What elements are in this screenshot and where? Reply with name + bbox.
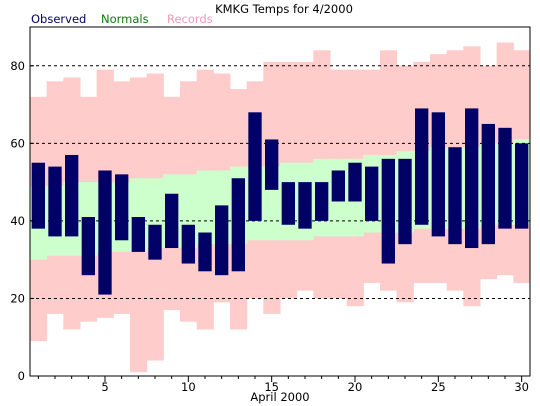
axes: 0 20 40 60 80 5 10 15 20 25 30 [10, 59, 529, 394]
observed-bar [115, 174, 129, 241]
plot-frame [29, 26, 531, 377]
observed-bar [248, 112, 262, 221]
x-tick-label: 10 [181, 380, 196, 394]
observed-bar [415, 108, 429, 225]
observed-bar [215, 205, 229, 276]
observed-bar [131, 217, 145, 252]
observed-bar [365, 166, 379, 221]
x-tick-label: 15 [264, 380, 279, 394]
y-tick-label: 40 [10, 214, 25, 228]
legend-observed: Observed [31, 12, 86, 26]
legend-normals: Normals [101, 12, 149, 26]
observed-bar [298, 182, 312, 229]
y-tick-label: 80 [10, 59, 25, 73]
observed-bar [448, 147, 462, 245]
y-tick-label: 20 [10, 291, 25, 305]
y-tick-label: 60 [10, 136, 25, 150]
observed-bar [515, 143, 529, 229]
observed-bar [98, 170, 112, 295]
y-tick-label: 0 [18, 369, 25, 383]
observed-bar [381, 158, 395, 264]
observed-bar [231, 178, 245, 272]
chart-title: KMKG Temps for 4/2000 [215, 2, 353, 16]
observed-bar [398, 158, 412, 245]
observed-bar [31, 162, 45, 229]
observed-bar [265, 139, 279, 190]
gridlines [30, 65, 530, 299]
observed-bar [498, 127, 512, 229]
x-tick-label: 30 [514, 380, 529, 394]
observed-bar [431, 112, 445, 237]
observed-bar [148, 224, 162, 260]
normal-range-bar [196, 170, 214, 245]
observed-bar [48, 166, 62, 237]
observed-bar [81, 217, 95, 276]
observed-bar [481, 123, 495, 245]
observed-bar [181, 224, 195, 264]
observed-bar [465, 108, 479, 249]
observed-bar [281, 182, 295, 225]
legend-records: Records [167, 12, 213, 26]
x-tick-label: 25 [431, 380, 446, 394]
x-tick-label: 20 [348, 380, 363, 394]
observed-bar [315, 182, 329, 221]
observed-bar [165, 193, 179, 249]
observed-bars [31, 108, 529, 295]
observed-bar [348, 162, 362, 202]
x-tick-label: 5 [101, 380, 108, 394]
x-axis-label: April 2000 [250, 390, 309, 404]
observed-bar [198, 232, 212, 272]
observed-bar [331, 170, 345, 202]
observed-bar [65, 154, 79, 237]
